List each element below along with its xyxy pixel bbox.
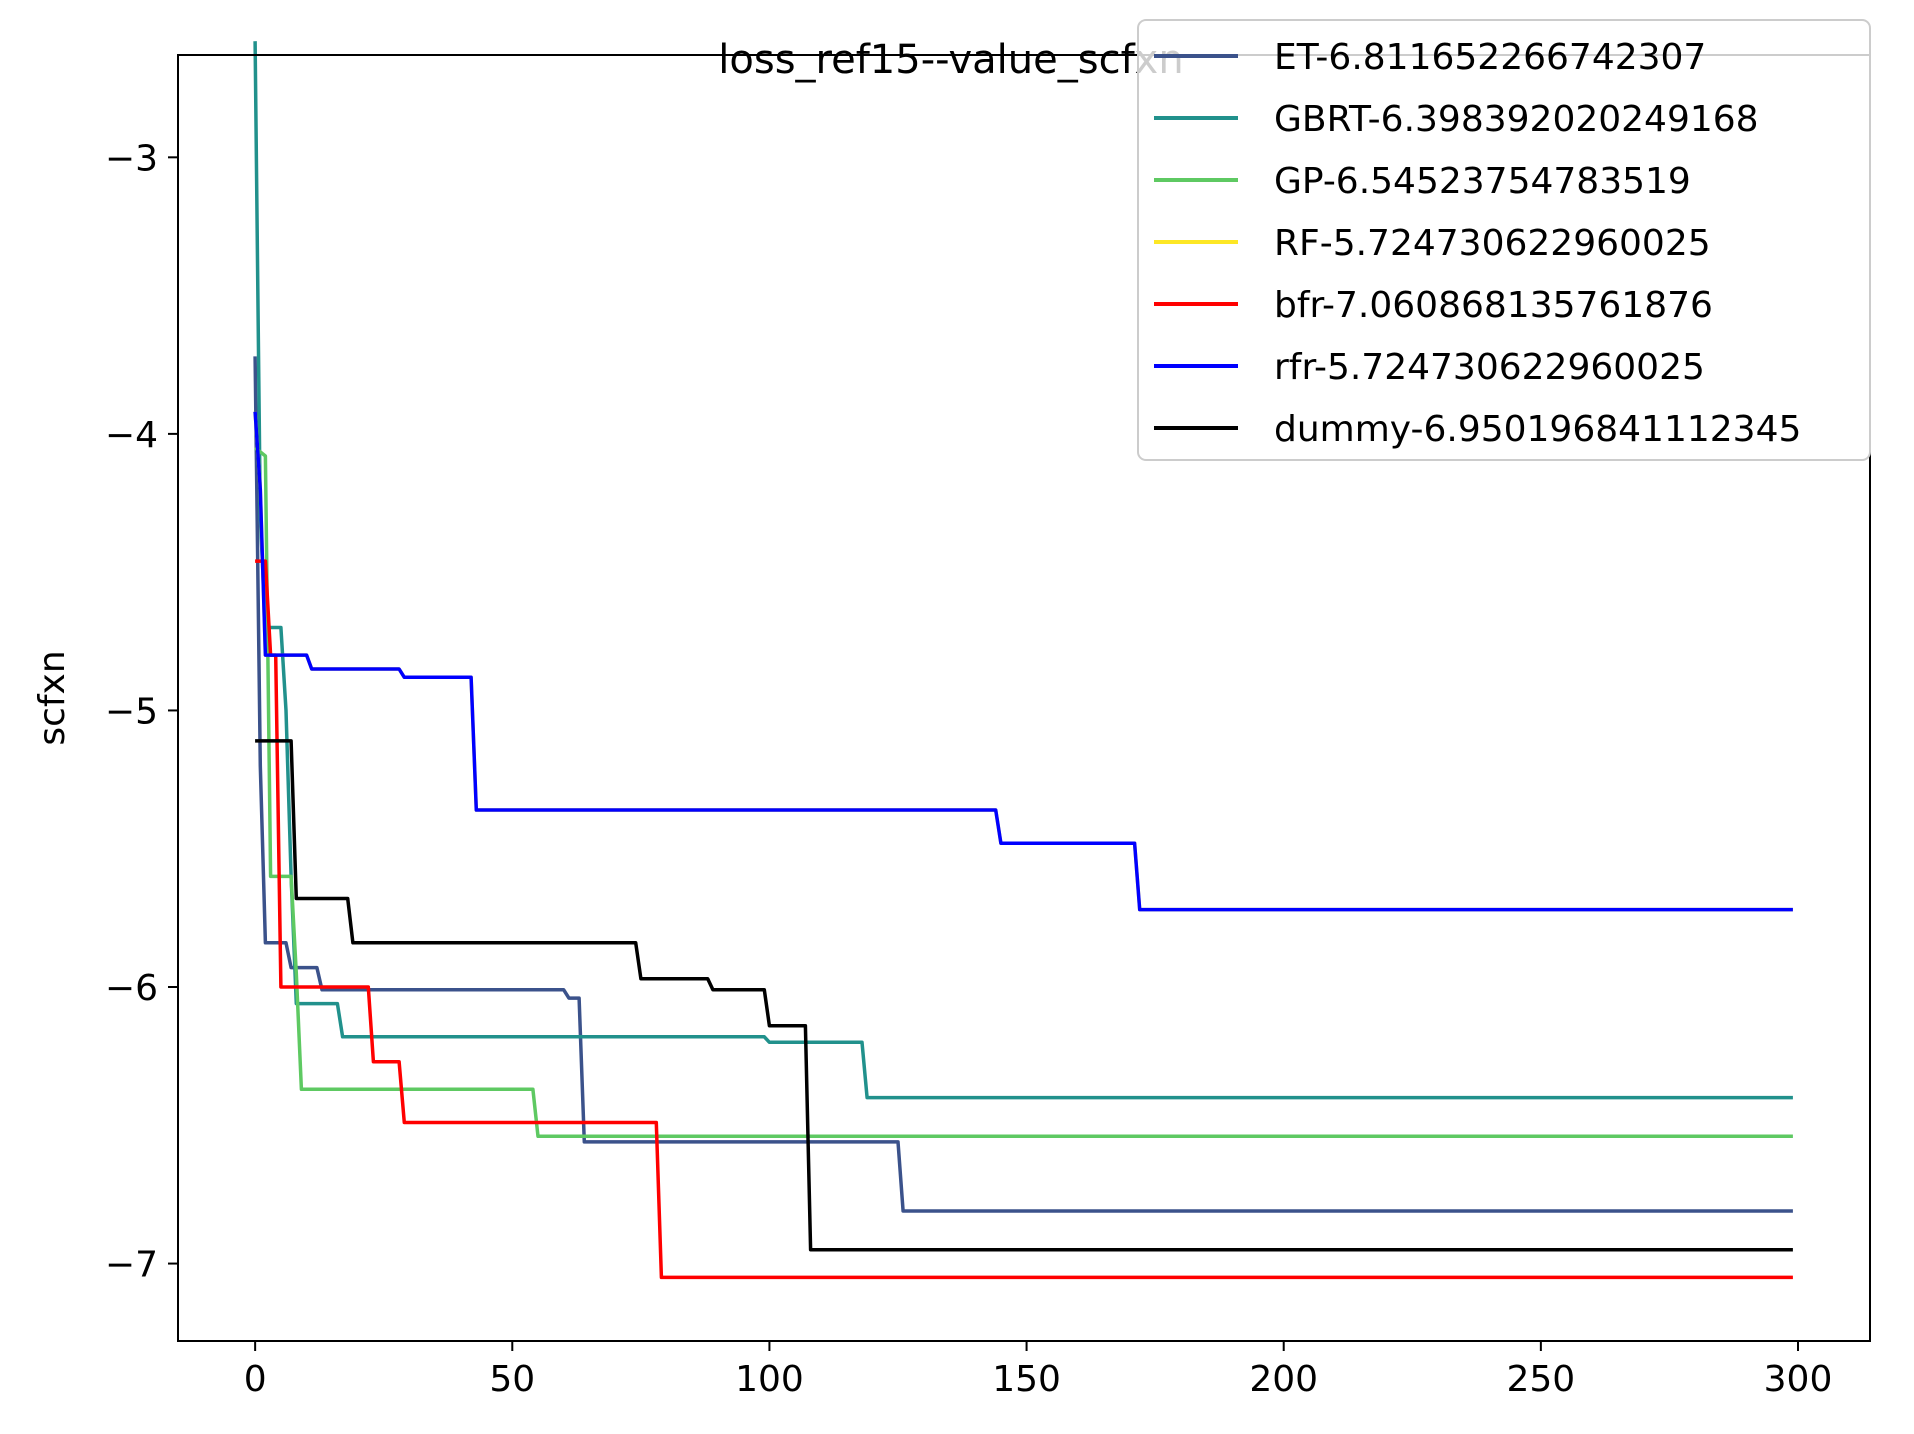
chart-title: loss_ref15--value_scfxn bbox=[718, 37, 1183, 83]
series-line-0 bbox=[253, 356, 1793, 1213]
y-tick-label: −7 bbox=[105, 1245, 158, 1286]
legend-entry-label: bfr-7.060868135761876 bbox=[1274, 285, 1713, 326]
legend-entry-label: ET-6.811652266742307 bbox=[1274, 37, 1706, 78]
plot-frame bbox=[177, 54, 1871, 1342]
legend-entry-label: RF-5.724730622960025 bbox=[1274, 223, 1711, 264]
y-axis-label: scfxn bbox=[32, 650, 73, 745]
legend-entry-label: rfr-5.724730622960025 bbox=[1274, 347, 1705, 388]
x-tick-label: 300 bbox=[1764, 1359, 1833, 1400]
x-tick-label: 0 bbox=[244, 1359, 267, 1400]
x-tick-label: 150 bbox=[992, 1359, 1061, 1400]
x-axis: 0 50 100 150 200 250 300 bbox=[244, 1341, 1833, 1400]
legend-entry-label: GP-6.54523754783519 bbox=[1274, 161, 1691, 202]
legend-entry-label: dummy-6.950196841112345 bbox=[1274, 409, 1801, 450]
series-line-5 bbox=[253, 411, 1793, 912]
y-axis: −3 −4 −5 −6 −7 bbox=[105, 138, 178, 1286]
legend: ET-6.811652266742307 GBRT-6.3983920202491… bbox=[1137, 19, 1871, 461]
y-tick-label: −4 bbox=[105, 415, 158, 456]
legend-box bbox=[1137, 19, 1871, 461]
y-tick-label: −6 bbox=[105, 968, 158, 1009]
x-tick-label: 250 bbox=[1506, 1359, 1575, 1400]
x-tick-label: 50 bbox=[489, 1359, 535, 1400]
x-tick-label: 100 bbox=[735, 1359, 804, 1400]
y-tick-label: −5 bbox=[105, 691, 158, 732]
series-line-4 bbox=[255, 559, 1793, 1280]
y-tick-label: −3 bbox=[105, 138, 158, 179]
series-layer bbox=[253, 41, 1793, 1280]
x-tick-label: 200 bbox=[1249, 1359, 1318, 1400]
series-line-6 bbox=[255, 739, 1793, 1252]
legend-entry-label: GBRT-6.398392020249168 bbox=[1274, 99, 1759, 140]
